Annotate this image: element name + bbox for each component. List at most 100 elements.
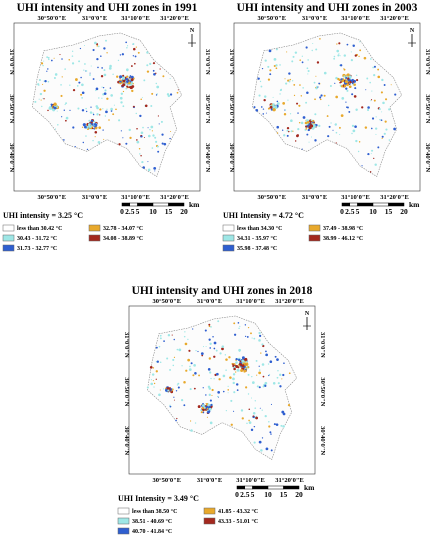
- uhi-patch: [245, 386, 248, 389]
- uhi-patch: [284, 78, 286, 80]
- scale-label: 5: [356, 207, 360, 216]
- uhi-patch: [238, 327, 240, 330]
- uhi-patch: [367, 106, 370, 109]
- uhi-patch: [290, 130, 293, 133]
- uhi-patch: [207, 385, 211, 389]
- uhi-hotspot: [82, 123, 85, 126]
- uhi-patch: [106, 97, 109, 100]
- uhi-patch: [96, 43, 99, 46]
- uhi-patch: [210, 377, 212, 380]
- uhi-patch: [239, 325, 241, 327]
- uhi-hotspot: [210, 403, 213, 407]
- uhi-patch: [150, 104, 153, 107]
- lon-label: 31°20'0"E: [275, 477, 304, 484]
- uhi-patch: [116, 75, 119, 78]
- uhi-patch: [383, 132, 386, 135]
- uhi-hotspot: [344, 80, 348, 84]
- uhi-patch: [384, 120, 387, 123]
- uhi-patch: [306, 91, 309, 95]
- uhi-patch: [187, 358, 191, 362]
- uhi-patch: [253, 425, 256, 428]
- scale-segment: [121, 202, 130, 207]
- uhi-patch: [265, 447, 269, 451]
- uhi-patch: [269, 360, 273, 364]
- uhi-patch: [366, 108, 370, 112]
- uhi-patch: [208, 338, 211, 341]
- uhi-patch: [300, 121, 304, 125]
- uhi-patch: [167, 333, 171, 337]
- uhi-patch: [276, 125, 280, 129]
- uhi-patch: [89, 72, 91, 74]
- uhi-patch: [44, 79, 47, 83]
- uhi-patch: [169, 137, 171, 140]
- uhi-patch: [152, 380, 154, 382]
- uhi-patch: [173, 399, 175, 401]
- uhi-patch: [261, 363, 265, 366]
- uhi-patch: [104, 115, 107, 117]
- uhi-patch: [327, 135, 330, 138]
- uhi-patch: [233, 410, 235, 412]
- uhi-patch: [358, 55, 360, 58]
- uhi-patch: [379, 118, 381, 121]
- uhi-patch: [248, 408, 251, 411]
- uhi-patch: [250, 332, 252, 335]
- uhi-patch: [140, 131, 144, 135]
- uhi-patch: [258, 440, 262, 444]
- uhi-patch: [282, 425, 285, 428]
- uhi-patch: [132, 42, 135, 46]
- uhi-patch: [95, 87, 99, 91]
- uhi-patch: [163, 388, 165, 390]
- uhi-patch: [361, 165, 363, 167]
- uhi-hotspot: [239, 363, 243, 367]
- uhi-hotspot: [126, 75, 129, 78]
- lon-label: 31°0'0"E: [82, 15, 107, 22]
- uhi-patch: [61, 116, 63, 118]
- uhi-patch: [158, 123, 160, 125]
- uhi-patch: [100, 75, 104, 78]
- uhi-patch: [155, 94, 158, 96]
- uhi-patch: [260, 85, 263, 88]
- uhi-patch: [194, 422, 197, 424]
- uhi-patch: [260, 352, 262, 354]
- uhi-patch: [126, 46, 128, 49]
- uhi-patch: [98, 97, 100, 99]
- uhi-patch: [284, 109, 286, 111]
- uhi-patch: [42, 64, 44, 67]
- uhi-patch: [99, 114, 101, 116]
- uhi-hotspot: [205, 405, 207, 407]
- uhi-patch: [316, 85, 318, 88]
- uhi-patch: [235, 371, 237, 373]
- uhi-patch: [250, 428, 254, 432]
- lon-label: 31°0'0"E: [197, 298, 222, 305]
- uhi-patch: [213, 347, 216, 350]
- uhi-patch: [283, 134, 286, 137]
- legend-label: 32.78 - 34.07 °C: [103, 225, 143, 232]
- uhi-patch: [305, 101, 308, 104]
- uhi-patch: [277, 370, 279, 372]
- uhi-patch: [318, 82, 321, 85]
- uhi-patch: [361, 106, 364, 109]
- uhi-patch: [216, 372, 219, 376]
- north-label: N: [305, 311, 310, 317]
- uhi-hotspot: [269, 105, 273, 109]
- legend-label: less than 30.42 °C: [17, 225, 62, 232]
- uhi-patch: [202, 387, 204, 389]
- uhi-patch: [167, 94, 171, 98]
- uhi-patch: [253, 337, 256, 340]
- lat-label: 30°40'0"N: [228, 143, 235, 172]
- uhi-hotspot: [167, 389, 170, 392]
- lon-label: 31°10'0"E: [341, 15, 370, 22]
- uhi-patch: [151, 147, 154, 149]
- uhi-patch: [247, 373, 250, 376]
- uhi-patch: [385, 128, 388, 131]
- uhi-patch: [355, 108, 358, 111]
- uhi-patch: [334, 123, 338, 126]
- uhi-patch: [83, 69, 85, 71]
- uhi-hotspot: [202, 408, 205, 412]
- uhi-hotspot: [312, 124, 316, 128]
- uhi-hotspot: [235, 365, 239, 368]
- uhi-patch: [268, 49, 272, 53]
- uhi-patch: [119, 54, 122, 56]
- uhi-patch: [149, 128, 151, 131]
- uhi-hotspot: [84, 125, 87, 129]
